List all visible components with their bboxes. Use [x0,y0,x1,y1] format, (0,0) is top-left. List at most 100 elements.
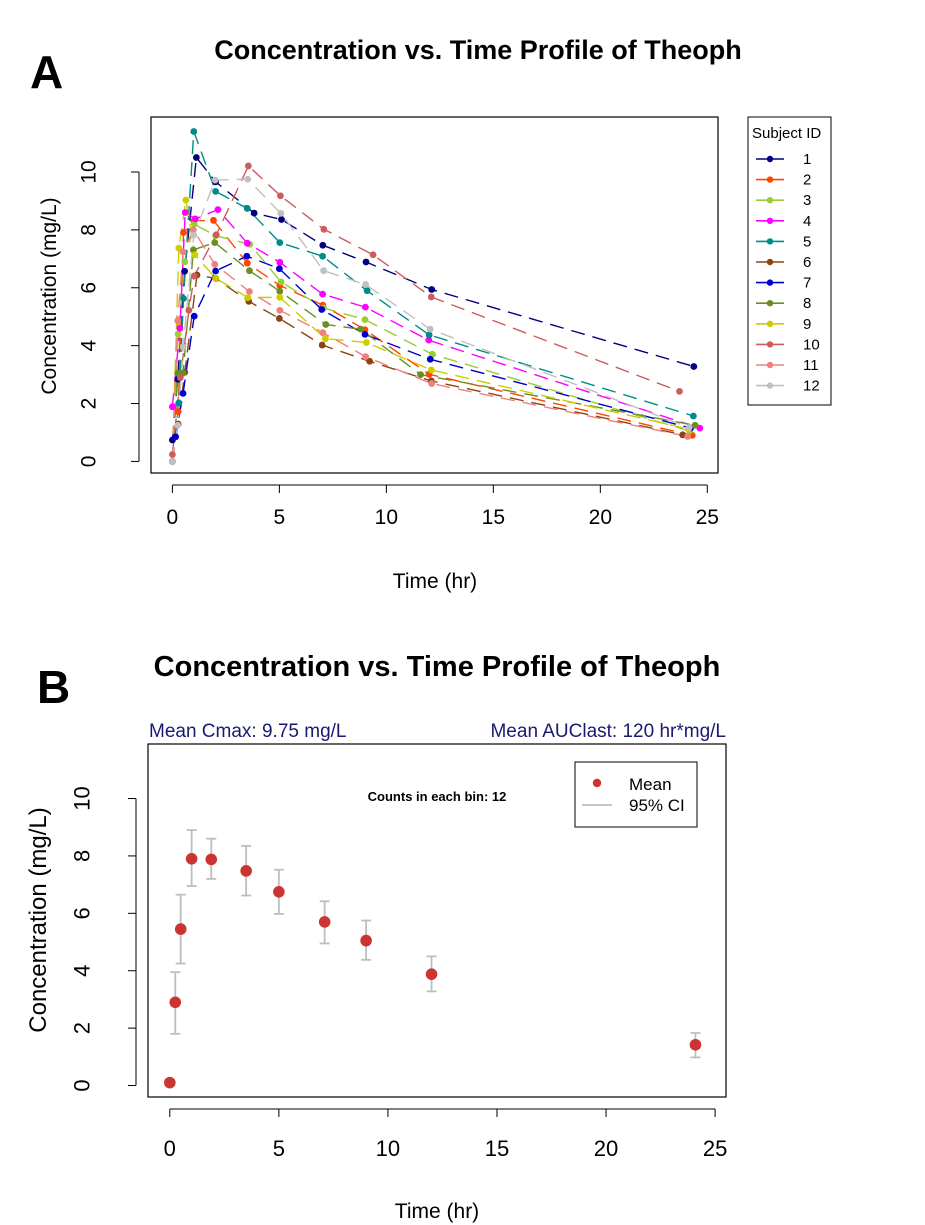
data-point-subject-4 [276,258,284,266]
chart-a-xlabel: Time (hr) [393,570,477,593]
data-point-subject-12 [277,209,285,217]
data-point-subject-3 [277,278,285,286]
data-point-subject-10 [190,272,198,280]
chart-a-series-points [168,128,704,465]
legend-label-1: 1 [803,151,811,168]
data-point-subject-3 [181,258,189,266]
legend-marker-9 [766,320,774,327]
chart-b-mean-points [164,852,702,1089]
chart-a-y-tick-label: 6 [78,282,101,294]
data-point-subject-7 [243,252,251,260]
data-point-subject-11 [684,433,692,440]
mean-point [425,968,438,980]
data-point-subject-11 [362,353,370,361]
chart-b-axes: 0 5 10 15 20 25 0 2 4 6 8 10 [70,786,728,1161]
data-point-subject-7 [172,433,180,441]
data-point-subject-1 [362,258,370,266]
chart-b-y-tick-label: 10 [70,786,95,810]
data-point-subject-12 [362,281,370,288]
data-point-subject-11 [179,248,187,256]
chart-a-y-tick-label: 2 [78,398,101,410]
data-point-subject-6 [275,315,283,322]
chart-a-x-tick-label: 25 [696,506,719,529]
data-point-subject-4 [243,239,251,247]
data-point-subject-9 [321,335,329,343]
chart-b-xlabel: Time (hr) [395,1200,479,1223]
data-point-subject-12 [426,325,434,333]
chart-b-subtitle-right: Mean AUClast: 120 hr*mg/L [490,721,726,742]
mean-point [689,1038,702,1051]
legend-marker-5 [766,238,774,245]
data-point-subject-5 [243,205,251,212]
data-point-subject-5 [276,239,284,247]
data-point-subject-1 [181,267,188,275]
legend-label-2: 2 [803,172,811,189]
chart-a-y-tick-label: 0 [78,456,101,468]
data-point-subject-6 [318,341,326,349]
chart-a-x-tick-label: 5 [274,506,286,529]
chart-b-y-tick-label: 0 [70,1079,95,1091]
chart-b-ylabel: Concentration (mg/L) [25,807,52,1032]
chart-a-title: Concentration vs. Time Profile of Theoph [214,35,742,65]
data-point-subject-10 [212,231,220,239]
panel-label-b: B [37,661,70,713]
data-point-subject-4 [168,403,176,411]
data-point-subject-7 [179,390,187,397]
data-point-subject-8 [417,371,424,378]
legend-marker-4 [766,217,774,224]
legend-ci-label: 95% CI [629,796,685,815]
chart-a-plot-frame [150,116,719,474]
chart-b-subtitle-left: Mean Cmax: 9.75 mg/L [149,721,346,742]
chart-b-x-tick-label: 20 [594,1136,618,1161]
chart-a-ylabel: Concentration (mg/L) [38,197,61,394]
data-point-subject-4 [361,303,369,311]
data-point-subject-12 [190,231,198,239]
chart-a-x-tick-label: 20 [589,506,612,529]
data-point-subject-11 [211,260,219,268]
data-point-subject-4 [319,290,326,298]
data-point-subject-1 [428,286,436,293]
mean-point [205,853,218,866]
data-point-subject-10 [277,192,284,200]
data-point-subject-1 [319,241,327,249]
data-point-subject-12 [174,421,182,429]
data-point-subject-10 [176,374,184,382]
data-point-subject-3 [361,316,369,324]
data-point-subject-7 [361,330,369,338]
data-point-subject-10 [168,451,176,458]
data-point-subject-5 [689,412,697,420]
series-line-3 [171,223,690,462]
chart-a-legend-title: Subject ID [752,125,821,142]
legend-label-3: 3 [803,192,811,209]
legend-marker-2 [766,176,774,183]
chart-a-y-tick-label: 8 [78,224,101,236]
data-point-subject-6 [366,357,374,365]
data-point-subject-11 [189,226,197,234]
chart-b-x-tick-label: 5 [273,1136,285,1161]
series-line-7 [174,255,691,437]
mean-point [174,923,187,935]
data-point-subject-5 [319,252,326,260]
data-point-subject-2 [174,408,182,416]
data-point-subject-12 [168,458,176,465]
legend-label-7: 7 [803,275,811,292]
data-point-subject-5 [363,287,371,295]
chart-a-x-tick-label: 15 [482,506,505,529]
data-point-subject-11 [174,317,182,325]
chart-a-legend-box [747,116,832,406]
data-point-subject-3 [190,220,198,228]
data-point-subject-10 [320,225,328,233]
data-point-subject-5 [425,331,433,339]
chart-b-x-tick-label: 15 [485,1136,509,1161]
data-point-subject-4 [214,206,222,214]
legend-label-6: 6 [803,254,811,271]
chart-b-x-tick-label: 10 [376,1136,400,1161]
data-point-subject-8 [357,325,365,333]
data-point-subject-11 [276,306,284,314]
chart-b-annotation: Counts in each bin: 12 [368,789,507,804]
data-point-subject-7 [190,312,198,320]
legend-label-12: 12 [803,378,820,395]
mean-point [360,934,372,947]
data-point-subject-9 [276,293,284,301]
chart-b-legend: Mean 95% CI [574,761,698,828]
